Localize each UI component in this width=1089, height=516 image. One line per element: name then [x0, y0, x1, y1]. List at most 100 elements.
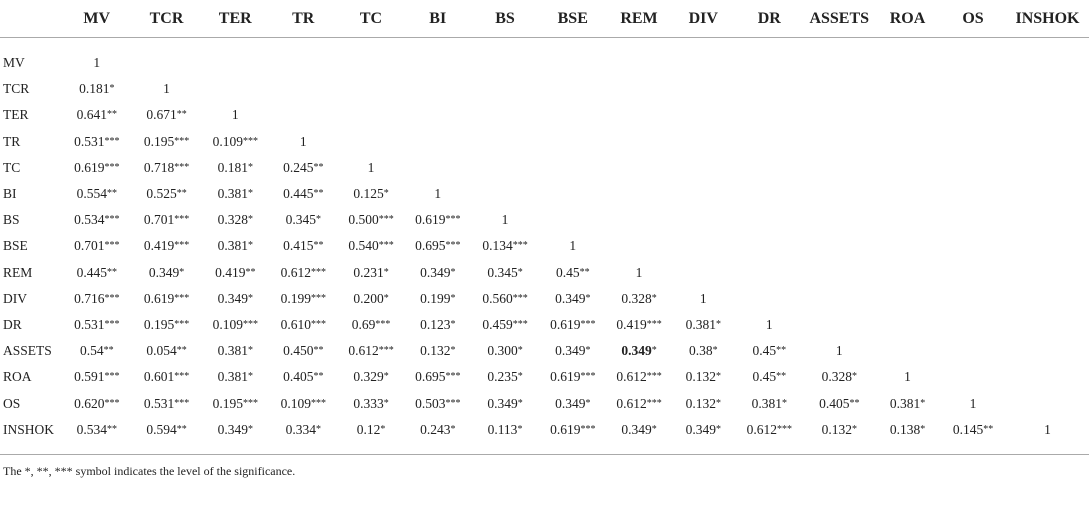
cell: 0.145**	[940, 416, 1006, 455]
row-label: DR	[3, 316, 22, 332]
cell: 0.349*	[487, 395, 523, 411]
table-body: MV 1 TCR 0.181* 1 TER 0.641** 0.671** 1 TR 0.531**…	[0, 38, 1089, 455]
cell: 0.716***	[74, 290, 120, 306]
correlation-table: MV TCR TER TR TC BI BS BSE REM DIV DR ASSETS ROA OS IN…	[0, 0, 1089, 455]
corner	[0, 0, 62, 38]
cell: 0.540***	[348, 238, 394, 254]
cell	[471, 102, 539, 128]
cell	[875, 155, 940, 181]
cell	[735, 102, 804, 128]
cell	[875, 102, 940, 128]
cell	[735, 155, 804, 181]
cell	[804, 155, 876, 181]
cell	[202, 38, 270, 77]
cell: 0.419***	[143, 238, 190, 254]
cell	[735, 38, 804, 77]
cell	[607, 102, 672, 128]
row-label: MV	[3, 55, 25, 71]
cell: 1	[569, 238, 577, 254]
cell: 0.109***	[212, 316, 258, 332]
cell	[875, 38, 940, 77]
column-header: ROA	[875, 0, 940, 38]
cell: 0.195***	[143, 133, 190, 149]
cell: 0.38*	[688, 343, 718, 359]
table-row: TC 0.619*** 0.718*** 0.181* 0.245** 1	[0, 155, 1089, 181]
cell	[471, 76, 539, 102]
cell	[607, 233, 672, 259]
cell	[875, 76, 940, 102]
cell	[1006, 102, 1089, 128]
cell	[1006, 286, 1089, 312]
cell	[875, 312, 940, 338]
cell	[539, 155, 607, 181]
cell: 0.445**	[283, 186, 324, 202]
cell	[940, 38, 1006, 77]
cell: 0.591***	[74, 369, 120, 385]
cell	[804, 181, 876, 207]
header-row: MV TCR TER TR TC BI BS BSE REM DIV DR ASSETS ROA OS IN…	[0, 0, 1089, 38]
row-label: INSHOK	[0, 416, 62, 455]
cell	[940, 129, 1006, 155]
cell	[1006, 38, 1089, 77]
cell	[132, 38, 202, 77]
cell: 0.612***	[735, 416, 804, 455]
cell: 1	[1006, 416, 1089, 455]
cell: 0.109***	[280, 395, 326, 411]
cell	[405, 155, 472, 181]
column-header: BI	[404, 0, 471, 38]
cell: 0.109***	[212, 133, 258, 149]
cell	[405, 102, 472, 128]
row-label: TCR	[3, 81, 30, 97]
cell: 0.12*	[337, 416, 405, 455]
footnote: The *, **, *** symbol indicates the leve…	[3, 463, 296, 478]
cell: 0.195***	[143, 316, 190, 332]
cell	[1006, 338, 1089, 364]
cell: 0.134***	[482, 238, 528, 254]
cell: 0.381*	[889, 395, 926, 411]
cell: 0.45**	[555, 264, 590, 280]
table-row: OS 0.620*** 0.531*** 0.195*** 0.109*** 0.333*…	[0, 390, 1089, 416]
cell	[338, 76, 405, 102]
cell	[672, 155, 736, 181]
table-row: MV 1	[0, 38, 1089, 77]
cell: 0.328*	[821, 369, 857, 385]
cell: 0.132*	[685, 395, 721, 411]
row-label: ROA	[3, 369, 32, 385]
cell: 0.349*	[201, 416, 269, 455]
cell	[471, 129, 539, 155]
cell: 0.381*	[217, 369, 253, 385]
column-header: INSHOK	[1006, 0, 1089, 38]
cell: 0.243*	[404, 416, 471, 455]
cell: 0.349*	[217, 290, 253, 306]
cell: 0.695***	[415, 238, 461, 254]
cell: 0.594**	[131, 416, 202, 455]
cell: 0.199*	[420, 290, 456, 306]
row-label: TR	[3, 133, 21, 149]
cell	[269, 102, 338, 128]
cell	[940, 260, 1006, 286]
cell: 0.200*	[353, 290, 389, 306]
cell: 0.620***	[74, 395, 120, 411]
cell	[1006, 129, 1089, 155]
cell: 0.619***	[143, 290, 190, 306]
row-label: BSE	[3, 238, 28, 254]
cell	[804, 233, 876, 259]
cell: 0.195***	[212, 395, 258, 411]
cell	[735, 233, 804, 259]
cell	[875, 286, 940, 312]
cell	[539, 129, 607, 155]
cell	[735, 260, 804, 286]
cell: 1	[434, 186, 442, 202]
table-row: TR 0.531*** 0.195*** 0.109*** 1	[0, 129, 1089, 155]
cell	[1006, 181, 1089, 207]
row-label: TER	[3, 107, 29, 123]
cell: 0.181*	[79, 81, 115, 97]
table-row: TER 0.641** 0.671** 1	[0, 102, 1089, 128]
column-header: TCR	[131, 0, 202, 38]
cell	[607, 129, 672, 155]
cell	[672, 102, 736, 128]
cell: 0.531***	[143, 395, 190, 411]
cell: 0.500***	[348, 212, 394, 228]
cell	[1006, 312, 1089, 338]
